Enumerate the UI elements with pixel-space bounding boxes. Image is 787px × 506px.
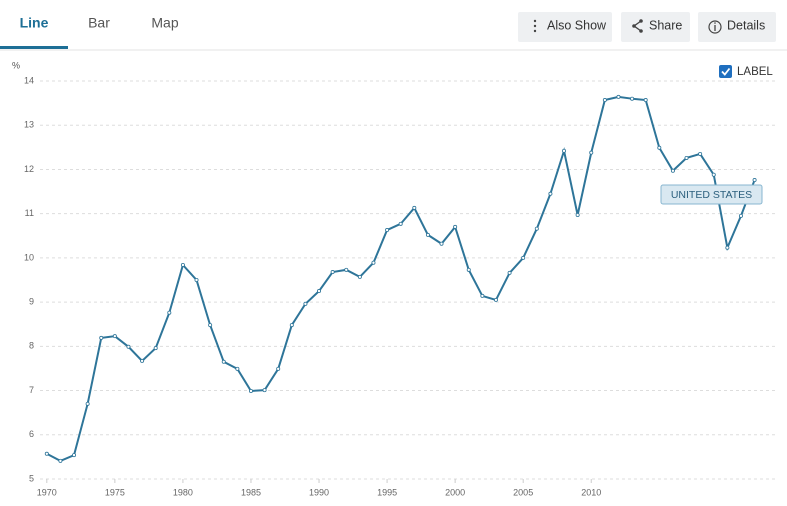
data-point xyxy=(630,96,635,101)
data-point xyxy=(276,366,281,371)
data-point xyxy=(711,172,716,177)
data-point xyxy=(180,262,185,267)
data-point xyxy=(548,191,553,196)
data-point xyxy=(589,150,594,155)
toggle-label: LABEL xyxy=(737,66,773,78)
data-point xyxy=(167,310,172,315)
x-tick-label: 2000 xyxy=(445,487,465,497)
share-button[interactable]: Share xyxy=(621,12,690,42)
data-point xyxy=(58,458,63,463)
series-label: UNITED STATES xyxy=(660,184,763,205)
data-point xyxy=(412,205,417,210)
x-tick-label: 1990 xyxy=(309,487,329,497)
series-label-box xyxy=(660,184,763,205)
data-point xyxy=(330,270,335,275)
active-tab-underline xyxy=(0,46,68,49)
data-point xyxy=(235,366,240,371)
data-point xyxy=(575,212,580,217)
data-point xyxy=(208,323,213,328)
data-point xyxy=(99,335,104,340)
data-point xyxy=(684,155,689,160)
data-point xyxy=(44,451,49,456)
y-tick-label: 10 xyxy=(24,252,34,262)
data-point xyxy=(602,98,607,103)
y-axis-label: % xyxy=(12,60,20,70)
data-point xyxy=(453,224,458,229)
data-point xyxy=(657,145,662,150)
label-toggle[interactable]: LABEL xyxy=(719,65,773,78)
details-button[interactable]: Details xyxy=(698,12,776,42)
data-point xyxy=(140,358,145,363)
data-point xyxy=(425,232,430,237)
series-label-text: UNITED STATES xyxy=(671,189,752,201)
data-point xyxy=(466,267,471,272)
y-tick-label: 8 xyxy=(29,341,34,351)
data-point xyxy=(493,297,498,302)
x-tick-label: 2010 xyxy=(581,487,601,497)
y-tick-label: 11 xyxy=(25,208,34,218)
data-point xyxy=(534,226,539,231)
data-point xyxy=(85,401,90,406)
also-show-button[interactable]: Also Show xyxy=(518,12,612,42)
data-point xyxy=(357,274,362,279)
x-tick-label: 1975 xyxy=(105,487,125,497)
data-point xyxy=(562,148,567,153)
data-point xyxy=(289,323,294,328)
data-point xyxy=(112,334,117,339)
tab-bar[interactable]: Bar xyxy=(88,15,110,31)
y-tick-label: 6 xyxy=(29,429,34,439)
data-point xyxy=(385,228,390,233)
data-point xyxy=(480,293,485,298)
data-point xyxy=(398,221,403,226)
y-tick-label: 14 xyxy=(24,75,34,85)
x-tick-label: 1970 xyxy=(37,487,57,497)
data-point xyxy=(303,301,308,306)
data-point xyxy=(248,388,253,393)
data-point xyxy=(521,255,526,260)
data-point xyxy=(670,168,675,173)
button-label: Also Show xyxy=(547,18,607,32)
data-point xyxy=(698,151,703,156)
data-point xyxy=(153,346,158,351)
data-point xyxy=(72,453,77,458)
y-tick-label: 13 xyxy=(24,120,34,130)
data-point xyxy=(725,245,730,250)
tab-map[interactable]: Map xyxy=(151,15,178,31)
x-tick-label: 1980 xyxy=(173,487,193,497)
data-point xyxy=(317,289,322,294)
data-point xyxy=(738,213,743,218)
x-tick-label: 1995 xyxy=(377,487,397,497)
y-tick-label: 5 xyxy=(29,473,34,483)
data-point xyxy=(371,260,376,265)
data-point xyxy=(439,241,444,246)
x-tick-label: 1985 xyxy=(241,487,261,497)
data-point xyxy=(507,270,512,275)
data-point xyxy=(221,359,226,364)
button-label: Share xyxy=(649,18,682,32)
data-point xyxy=(262,388,267,393)
button-label: Details xyxy=(727,18,765,32)
data-point xyxy=(344,267,349,272)
x-tick-label: 2005 xyxy=(513,487,533,497)
data-point xyxy=(126,344,131,349)
y-tick-label: 9 xyxy=(29,296,34,306)
data-point xyxy=(616,94,621,99)
data-point xyxy=(752,178,757,183)
y-tick-label: 7 xyxy=(29,385,34,395)
data-point xyxy=(194,277,199,282)
y-tick-label: 12 xyxy=(24,164,34,174)
data-point xyxy=(643,98,648,103)
tab-line[interactable]: Line xyxy=(20,15,49,31)
